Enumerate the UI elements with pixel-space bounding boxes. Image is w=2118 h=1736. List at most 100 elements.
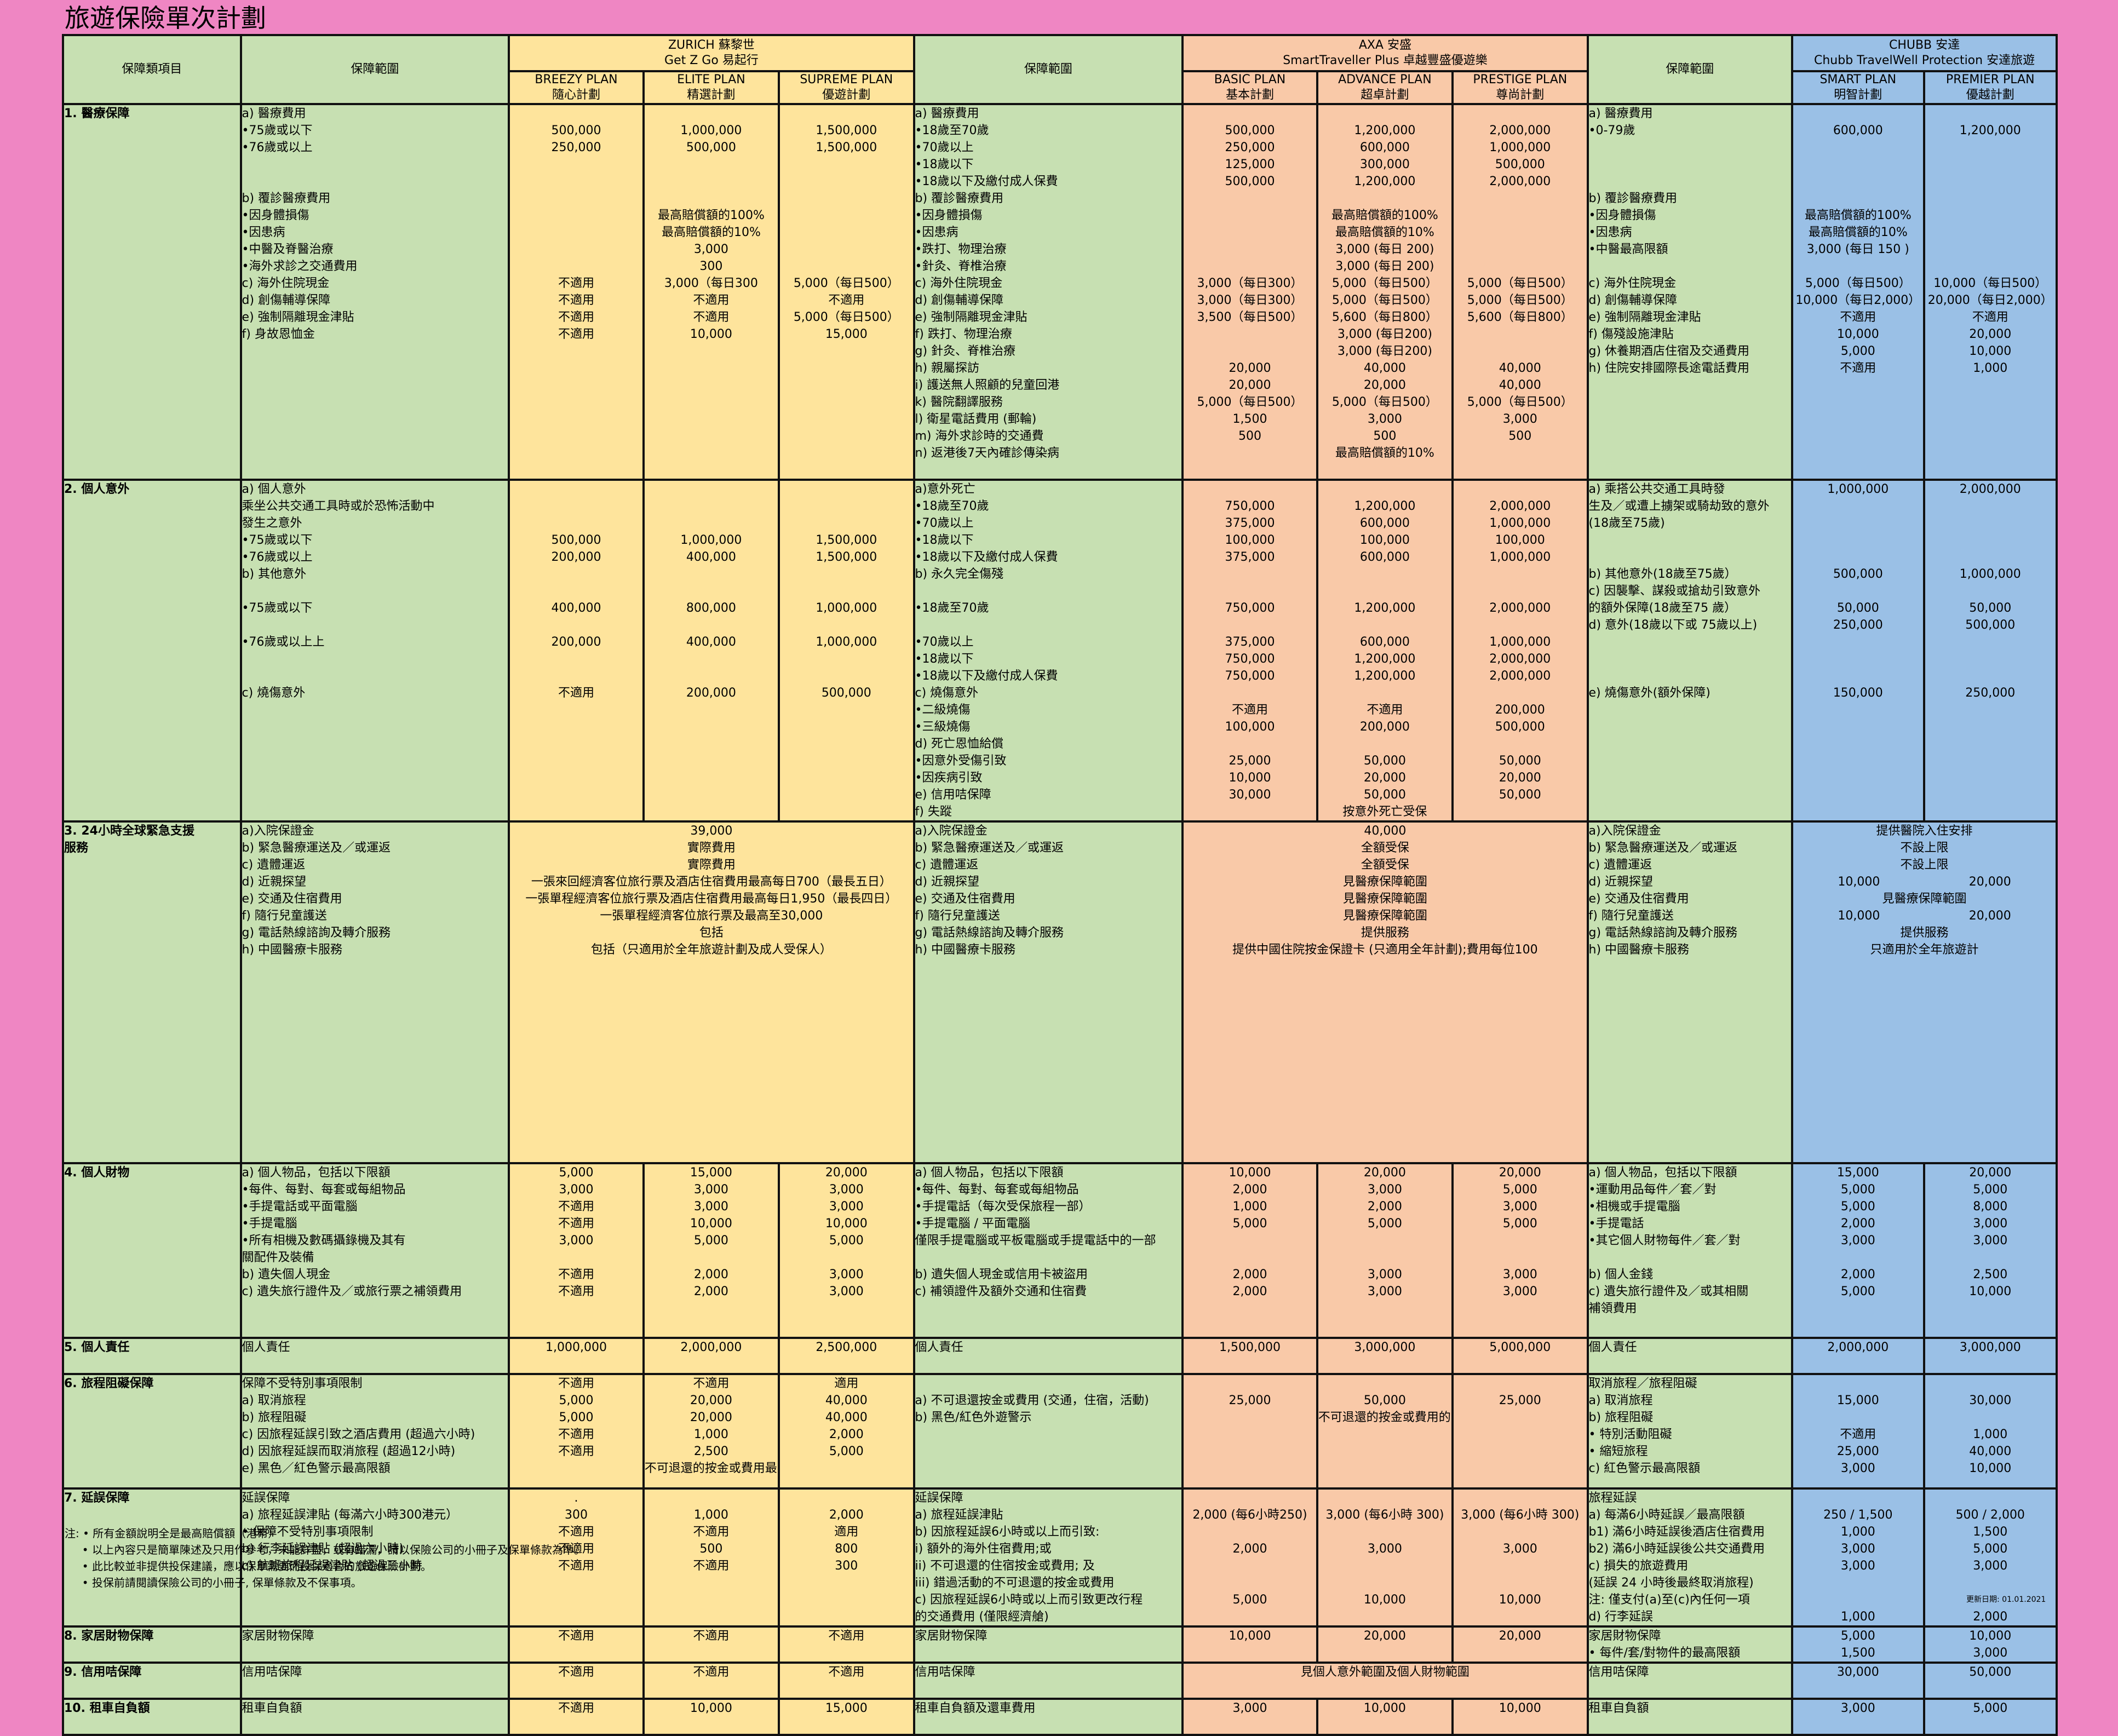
cell-line: 100,000 xyxy=(1359,533,1410,547)
plan-header: BASIC PLAN 基本計劃 xyxy=(1181,70,1318,105)
cell-line: 50,000 xyxy=(1969,1665,2012,1679)
cell-line: 1,000 xyxy=(1840,1610,1875,1624)
cell-line: 1,000 xyxy=(1973,1428,2008,1441)
cell-line: 20,000 xyxy=(1363,771,1406,785)
cell-line xyxy=(781,498,911,515)
cell-line: 500 xyxy=(1508,429,1532,443)
cell-line xyxy=(1926,190,2054,207)
cell-line: 10,000（每日500） xyxy=(1933,277,2047,290)
cell-line xyxy=(781,224,911,241)
cell-line: d) 行李延誤 xyxy=(1588,1610,1654,1624)
cell-line: 不適用 xyxy=(558,1268,595,1281)
cell-line xyxy=(1794,1376,1921,1392)
cell-line xyxy=(1319,617,1450,634)
cell-line: 500 / 2,000 xyxy=(1955,1508,2025,1522)
cell-line: 3,000 xyxy=(1973,1234,2008,1248)
cell-line: 5,600（每日800） xyxy=(1331,311,1438,324)
cell-line: 2,000,000 xyxy=(680,1341,742,1354)
cell-line: 保障不受特別事項限制 xyxy=(242,1377,363,1390)
cell-line xyxy=(243,651,507,668)
cell-line: 50,000 xyxy=(1499,754,1541,768)
table-cell: 不適用 xyxy=(778,1625,915,1664)
cell-line: e) 交通及住宿費用 xyxy=(915,892,1015,906)
cell-line: 3,000 (每6小時 300) xyxy=(1461,1508,1580,1522)
cell-line xyxy=(243,377,507,394)
cell-line: h) 親屬探訪 xyxy=(915,361,980,375)
cell-line: •中醫最高限額 xyxy=(1588,243,1668,256)
cell-line: 信用咭保障 xyxy=(242,1665,302,1679)
cell-line xyxy=(646,515,777,532)
table-cell: 250 / 1,500 1,000 3,000 3,000 1,000 xyxy=(1791,1487,1925,1628)
cell-line: 不適用 xyxy=(558,1285,595,1298)
cell-line: 5,600（每日800） xyxy=(1467,311,1573,324)
cell-line xyxy=(1185,735,1315,752)
cell-line: g) 針灸、脊椎治療 xyxy=(915,344,1016,358)
cell-line: 信用咭保障 xyxy=(915,1665,975,1679)
cell-line xyxy=(1455,224,1585,241)
cell-line: 800,000 xyxy=(686,601,736,615)
cell-line: a) 旅程延誤津貼 xyxy=(915,1508,1003,1522)
cell-line: 200,000 xyxy=(1359,720,1410,734)
cell-line: f) 失蹤 xyxy=(915,805,952,819)
plan-header: SMART PLAN 明智計劃 xyxy=(1791,70,1925,105)
cell-line: 最高賠償額的10% xyxy=(1335,446,1434,460)
cell-line: •手提電腦 / 平面電腦 xyxy=(915,1217,1030,1231)
table-cell: 取消旅程／旅程阻礙 a) 取消旅程 b) 旅程阻礙 • 特別活動阻礙 • 縮短旅程 c… xyxy=(1586,1373,1794,1490)
cell-line: 2,000 xyxy=(1232,1268,1267,1281)
cell-line: 20,000 xyxy=(1363,378,1406,392)
cell-line: • 保障不受特別事項限制 xyxy=(242,1525,374,1539)
table-cell: 家居財物保障 xyxy=(239,1625,510,1664)
cell-line: 3,000 xyxy=(559,1234,594,1248)
cell-line xyxy=(1455,326,1585,343)
cell-line xyxy=(1926,106,2054,122)
cell-line xyxy=(781,207,911,224)
cell-line: 不適用 xyxy=(558,1559,595,1573)
cell-line: b) 緊急醫療運送及／或運返 xyxy=(242,841,391,855)
cell-line: 10,000 xyxy=(690,1217,732,1231)
cell-line: 按意外死亡受保 xyxy=(1342,805,1427,819)
cell-line: 40,000 xyxy=(825,1394,868,1407)
cell-line xyxy=(781,1491,911,1507)
cell-line: 375,000 xyxy=(1225,635,1275,649)
table-cell: 50,000 不可退還的按金或費用的100%／50% xyxy=(1316,1373,1454,1490)
cell-line: 不適用 xyxy=(558,1665,595,1679)
table-cell: 500,000 250,000 不適用 不適用 不適用 不適用 xyxy=(508,103,645,481)
cell-line: 不適用 xyxy=(693,1629,730,1643)
cell-line: •18歲以下 xyxy=(915,533,974,547)
cell-line: b) 旅程阻礙 xyxy=(242,1411,307,1424)
cell-line xyxy=(1185,1376,1315,1392)
cell-line xyxy=(1794,1409,1921,1426)
cell-line: d) 創傷輔導保障 xyxy=(915,294,1004,307)
table-row: 2. 個人意外 a) 個人意外 乘坐公共交通工具時或於恐怖活動中 發生之意外 •7… xyxy=(62,479,2058,823)
cell-line xyxy=(1926,139,2054,156)
cell-line: 250,000 xyxy=(1965,686,2016,700)
cell-line: 家居財物保障 xyxy=(915,1629,988,1643)
cell-line: 適用 xyxy=(834,1377,859,1390)
cell-line: •手提電話或平面電腦 xyxy=(242,1200,358,1214)
table-cell: 2,000 適用 800 300 xyxy=(778,1487,915,1628)
cell-line: •所有相機及數碼攝錄機及其有 xyxy=(242,1234,406,1248)
cell-line: 不設上限 xyxy=(1900,841,1949,855)
cell-line xyxy=(1319,1557,1450,1574)
cell-line xyxy=(1794,173,1921,190)
table-cell: a) 乘搭公共交通工具時發 生及／或遭上擄架或騎劫致的意外 (18歲至75歲) b) … xyxy=(1586,479,1794,823)
cell-line xyxy=(781,583,911,600)
cell-line: 不適用 xyxy=(558,311,595,324)
cell-line: 不適用 xyxy=(558,1542,595,1556)
table-cell: 2,000 (每6小時250) 2,000 5,000 xyxy=(1181,1487,1318,1628)
table-row: 10. 租車自負額 租車自負額 不適用 10,000 15,000 租車自負額及還車費用 3… xyxy=(62,1698,2058,1736)
cell-line: b) 緊急醫療運送及／或運返 xyxy=(1588,841,1738,855)
cell-line xyxy=(646,651,777,668)
footnote-line: • 以上內容只是簡單陳述及只用作參考，未能詳盡，或有錯漏，請以保險公司的小冊子及… xyxy=(65,1543,585,1556)
cell-line: 2,000 xyxy=(1232,1542,1267,1556)
cell-line xyxy=(1794,549,1921,566)
cell-line: 2,500 xyxy=(1973,1268,2008,1281)
cell-line: 1,500,000 xyxy=(1219,1341,1281,1354)
cell-line: e) 燒傷意外(額外保障) xyxy=(1588,686,1711,700)
cell-line xyxy=(1455,566,1585,583)
cell-line: 5. 個人責任 xyxy=(64,1341,130,1354)
cell-line: 不適用 xyxy=(1367,703,1403,717)
cell-line: 5,000 xyxy=(1840,1629,1875,1643)
cell-line xyxy=(646,566,777,583)
cell-line: 最高賠償額的100% xyxy=(657,209,765,222)
